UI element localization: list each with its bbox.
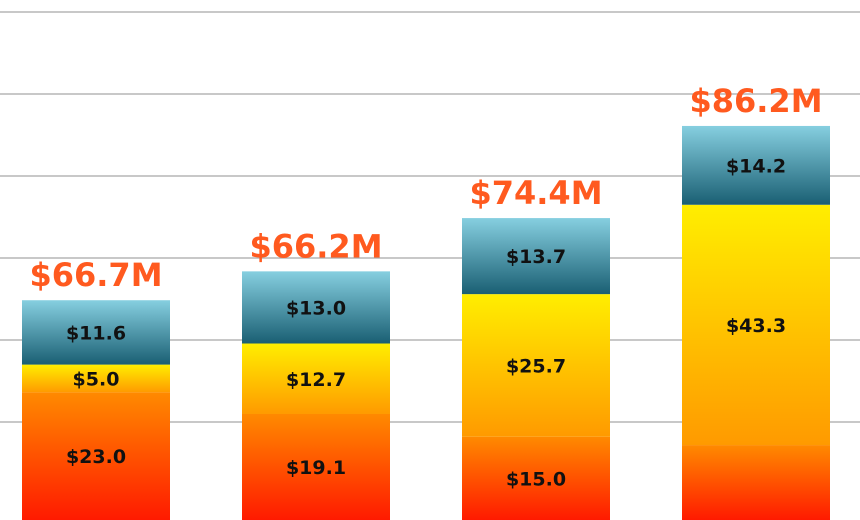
bar-1-top-label: $11.6 <box>66 322 126 344</box>
bar-3-segment-bottom <box>462 436 610 520</box>
bar-3-top-label: $13.7 <box>506 246 566 268</box>
bar-1-segment-bottom <box>22 392 170 520</box>
bar-3-segment-top <box>462 218 610 295</box>
bar-4-segment-middle <box>682 204 830 446</box>
bar-4-top-label: $14.2 <box>726 155 786 177</box>
bar-3-total-label: $74.4M <box>469 174 602 212</box>
bar-1-total-label: $66.7M <box>29 256 162 294</box>
bar-3-segment-middle <box>462 294 610 437</box>
labels-layer: $23.0 $5.0 $11.6 $66.7M $19.1 $12.7 $13.0 $66.2… <box>29 82 822 490</box>
bar-1-segment-top <box>22 300 170 365</box>
bars-layer <box>22 125 830 520</box>
bar-3-middle-label: $25.7 <box>506 355 566 377</box>
bar-1-segment-middle <box>22 364 170 393</box>
bar-4-segment-bottom <box>682 445 830 520</box>
bar-2-total-label: $66.2M <box>249 227 382 265</box>
bar-4-middle-label: $43.3 <box>726 315 786 337</box>
bar-1-middle-label: $5.0 <box>73 368 120 390</box>
bar-1-bottom-label: $23.0 <box>66 446 126 468</box>
bar-4-total-label: $86.2M <box>689 82 822 120</box>
bar-2-bottom-label: $19.1 <box>286 457 346 479</box>
bar-3-bottom-label: $15.0 <box>506 468 566 490</box>
bar-2-middle-label: $12.7 <box>286 369 346 391</box>
bar-2-segment-bottom <box>242 413 390 520</box>
bar-4-segment-top <box>682 125 830 205</box>
bar-2-segment-middle <box>242 343 390 414</box>
bar-2-segment-top <box>242 271 390 344</box>
bar-2-top-label: $13.0 <box>286 297 346 319</box>
